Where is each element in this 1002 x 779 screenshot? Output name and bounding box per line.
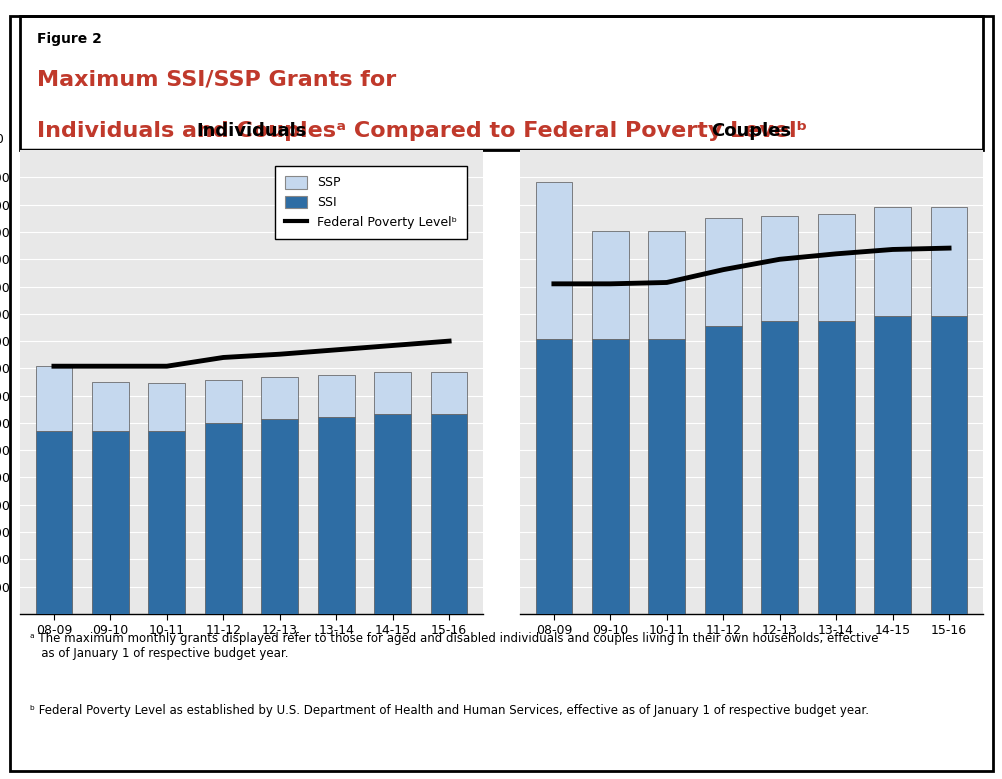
Bar <box>430 372 467 414</box>
Bar <box>874 207 910 316</box>
Bar <box>204 380 241 423</box>
Bar <box>318 418 354 614</box>
Bar <box>204 423 241 614</box>
Bar <box>35 365 72 431</box>
Text: Individuals and Couplesᵃ Compared to Federal Poverty Levelᵇ: Individuals and Couplesᵃ Compared to Fed… <box>37 121 807 140</box>
Bar <box>262 377 298 419</box>
Bar <box>704 218 740 326</box>
Bar <box>704 326 740 614</box>
Bar <box>591 339 628 614</box>
Bar <box>148 431 185 614</box>
Bar <box>591 231 628 339</box>
Bar <box>318 375 354 418</box>
Text: Maximum SSI/SSP Grants for: Maximum SSI/SSP Grants for <box>37 69 396 90</box>
Text: Figure 2: Figure 2 <box>37 32 102 46</box>
Bar <box>92 431 128 614</box>
Text: ᵃ The maximum monthly grants displayed refer to those for aged and disabled indi: ᵃ The maximum monthly grants displayed r… <box>30 632 878 660</box>
Legend: SSP, SSI, Federal Poverty Levelᵇ: SSP, SSI, Federal Poverty Levelᵇ <box>275 166 467 239</box>
Title: Couples: Couples <box>710 122 791 140</box>
Bar <box>930 316 967 614</box>
Bar <box>535 182 572 339</box>
Text: $1,700: $1,700 <box>0 132 4 146</box>
Bar <box>92 382 128 431</box>
Bar <box>374 414 411 614</box>
Bar <box>374 372 411 414</box>
Bar <box>761 216 798 321</box>
Bar <box>874 316 910 614</box>
Bar <box>262 419 298 614</box>
Bar <box>430 414 467 614</box>
Bar <box>817 214 854 321</box>
Bar <box>35 431 72 614</box>
Bar <box>535 339 572 614</box>
Bar <box>148 382 185 431</box>
Bar <box>648 231 684 339</box>
Title: Individuals: Individuals <box>196 122 307 140</box>
Bar <box>761 321 798 614</box>
Bar <box>930 207 967 316</box>
Bar <box>648 339 684 614</box>
Bar <box>817 321 854 614</box>
Text: ᵇ Federal Poverty Level as established by U.S. Department of Health and Human Se: ᵇ Federal Poverty Level as established b… <box>30 703 868 717</box>
